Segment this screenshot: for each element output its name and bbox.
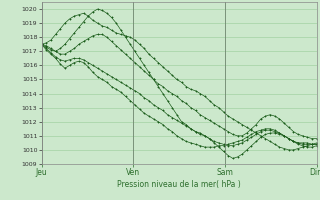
X-axis label: Pression niveau de la mer( hPa ): Pression niveau de la mer( hPa ) [117, 180, 241, 189]
